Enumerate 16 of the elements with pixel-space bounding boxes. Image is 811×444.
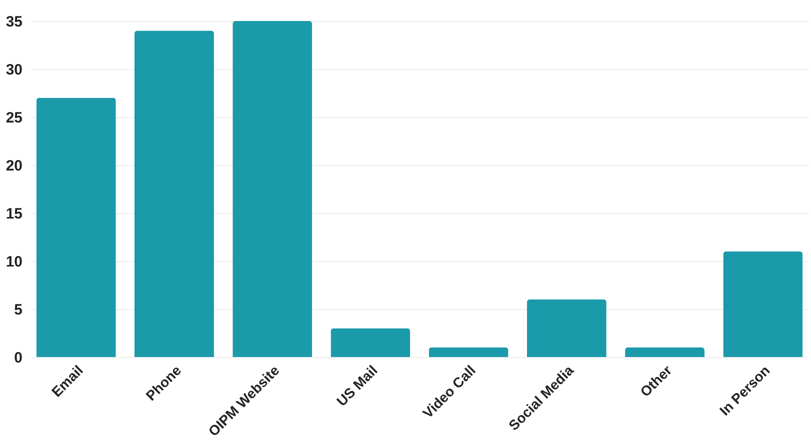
- y-tick-label: 0: [14, 350, 22, 366]
- y-tick-label: 10: [6, 254, 22, 270]
- bar: [625, 347, 705, 357]
- y-tick-label: 30: [6, 62, 22, 78]
- bar: [232, 21, 312, 357]
- y-tick-label: 25: [6, 110, 22, 126]
- bar: [134, 30, 214, 357]
- y-tick-label: 5: [14, 302, 22, 318]
- bar: [428, 347, 508, 357]
- bar: [36, 98, 116, 357]
- y-tick-label: 35: [6, 14, 22, 30]
- y-tick-label: 20: [6, 158, 22, 174]
- bar: [723, 251, 803, 357]
- bar: [330, 328, 410, 357]
- bar: [526, 299, 606, 357]
- y-tick-label: 15: [6, 206, 22, 222]
